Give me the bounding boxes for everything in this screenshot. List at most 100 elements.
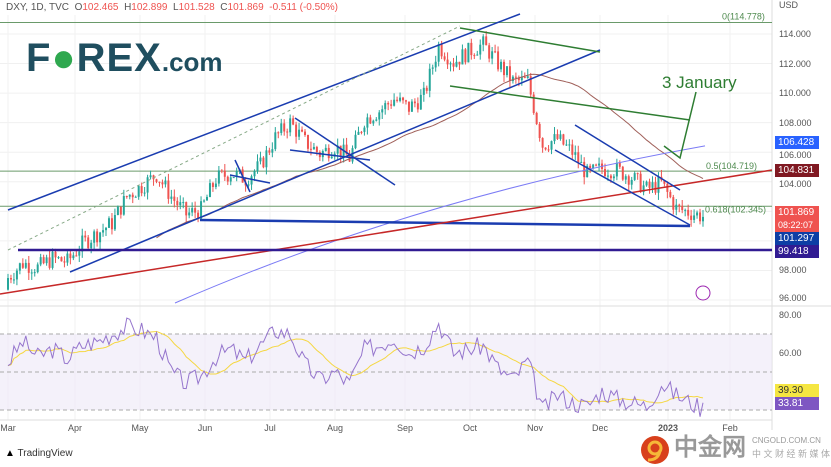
candle	[565, 144, 568, 146]
candle	[220, 170, 223, 172]
candle	[503, 61, 506, 76]
candle	[366, 117, 369, 128]
candle	[402, 97, 405, 101]
candle	[48, 257, 51, 268]
candle	[208, 183, 211, 197]
candle	[268, 150, 271, 153]
candle	[33, 272, 36, 274]
candle	[541, 138, 544, 148]
candle	[271, 149, 274, 153]
candle	[488, 45, 491, 59]
candle	[99, 232, 102, 243]
candle	[256, 161, 259, 172]
candle	[363, 127, 366, 132]
time-tick: Sep	[397, 423, 413, 433]
candle	[645, 181, 648, 186]
candle	[122, 196, 125, 215]
candle	[396, 99, 399, 101]
candle	[624, 176, 627, 180]
candle	[422, 87, 425, 95]
candle	[298, 129, 301, 137]
candle	[381, 109, 384, 113]
time-tick: Jul	[264, 423, 276, 433]
candle	[137, 186, 140, 197]
rsi-tick: 60.00	[779, 348, 802, 358]
candle	[185, 202, 188, 216]
candle	[520, 76, 523, 81]
candle	[476, 54, 479, 56]
tick: 114.000	[779, 29, 811, 39]
candle	[167, 180, 170, 199]
candle	[627, 176, 630, 185]
candle	[410, 101, 413, 112]
candle	[226, 176, 229, 182]
candle	[351, 148, 354, 162]
rsi-ma-tag: 39.30	[775, 384, 819, 397]
candle	[96, 231, 99, 243]
candle	[354, 134, 357, 149]
candle	[277, 132, 280, 134]
candle	[562, 134, 565, 145]
tick: 98.000	[779, 265, 807, 275]
time-tick: 2023	[658, 423, 678, 433]
candle	[42, 257, 45, 264]
trend-line	[574, 124, 681, 191]
fib-label: 0(114.778)	[722, 12, 765, 22]
candle	[553, 134, 556, 142]
candle	[612, 176, 615, 179]
time-tick: Aug	[327, 423, 343, 433]
candle	[217, 170, 220, 184]
support-tag-2: 99.418	[775, 245, 819, 258]
low-label: L	[173, 2, 179, 13]
watermark-domain: CNGOLD.COM.CN	[752, 436, 821, 445]
candle	[309, 148, 312, 150]
candle	[51, 251, 54, 268]
candle	[615, 162, 618, 177]
candle	[458, 61, 461, 65]
candle	[535, 112, 538, 124]
candle	[609, 175, 612, 179]
candle	[304, 131, 307, 136]
candle	[375, 119, 378, 121]
candle	[188, 212, 191, 216]
candle	[90, 242, 93, 249]
candle	[467, 42, 470, 63]
candle	[24, 262, 27, 268]
annotation-3-january: 3 January	[662, 73, 737, 92]
candle	[407, 101, 410, 112]
candle	[179, 202, 182, 206]
candle	[387, 103, 390, 105]
change-value: -0.511 (-0.50%)	[269, 2, 338, 13]
candle	[399, 97, 402, 101]
candle	[66, 253, 69, 263]
candle	[69, 253, 72, 259]
candle	[517, 77, 520, 81]
candle	[505, 66, 508, 76]
trend-line	[449, 85, 691, 121]
candle	[672, 197, 675, 210]
time-tick: Apr	[68, 423, 82, 433]
candle	[571, 144, 574, 155]
candle	[452, 63, 455, 67]
candle	[223, 170, 226, 177]
candle	[60, 257, 63, 262]
candle	[687, 209, 690, 216]
candle	[556, 134, 559, 139]
watermark-sub: 中 文 财 经 新 媒 体	[752, 449, 831, 459]
tick: 96.000	[779, 293, 807, 303]
candle	[143, 192, 146, 194]
candle	[675, 204, 678, 210]
candle	[669, 191, 672, 198]
candle	[45, 257, 48, 264]
tradingview-logo[interactable]: ▲ TradingView	[5, 448, 73, 459]
candle	[324, 147, 327, 152]
candle	[500, 61, 503, 70]
candle	[173, 196, 176, 201]
candle	[54, 251, 57, 258]
tick: 110.000	[779, 88, 811, 98]
candle	[413, 101, 416, 104]
trend-line	[69, 49, 601, 273]
candle	[568, 144, 571, 146]
ma200-tag: 106.428	[775, 136, 819, 149]
